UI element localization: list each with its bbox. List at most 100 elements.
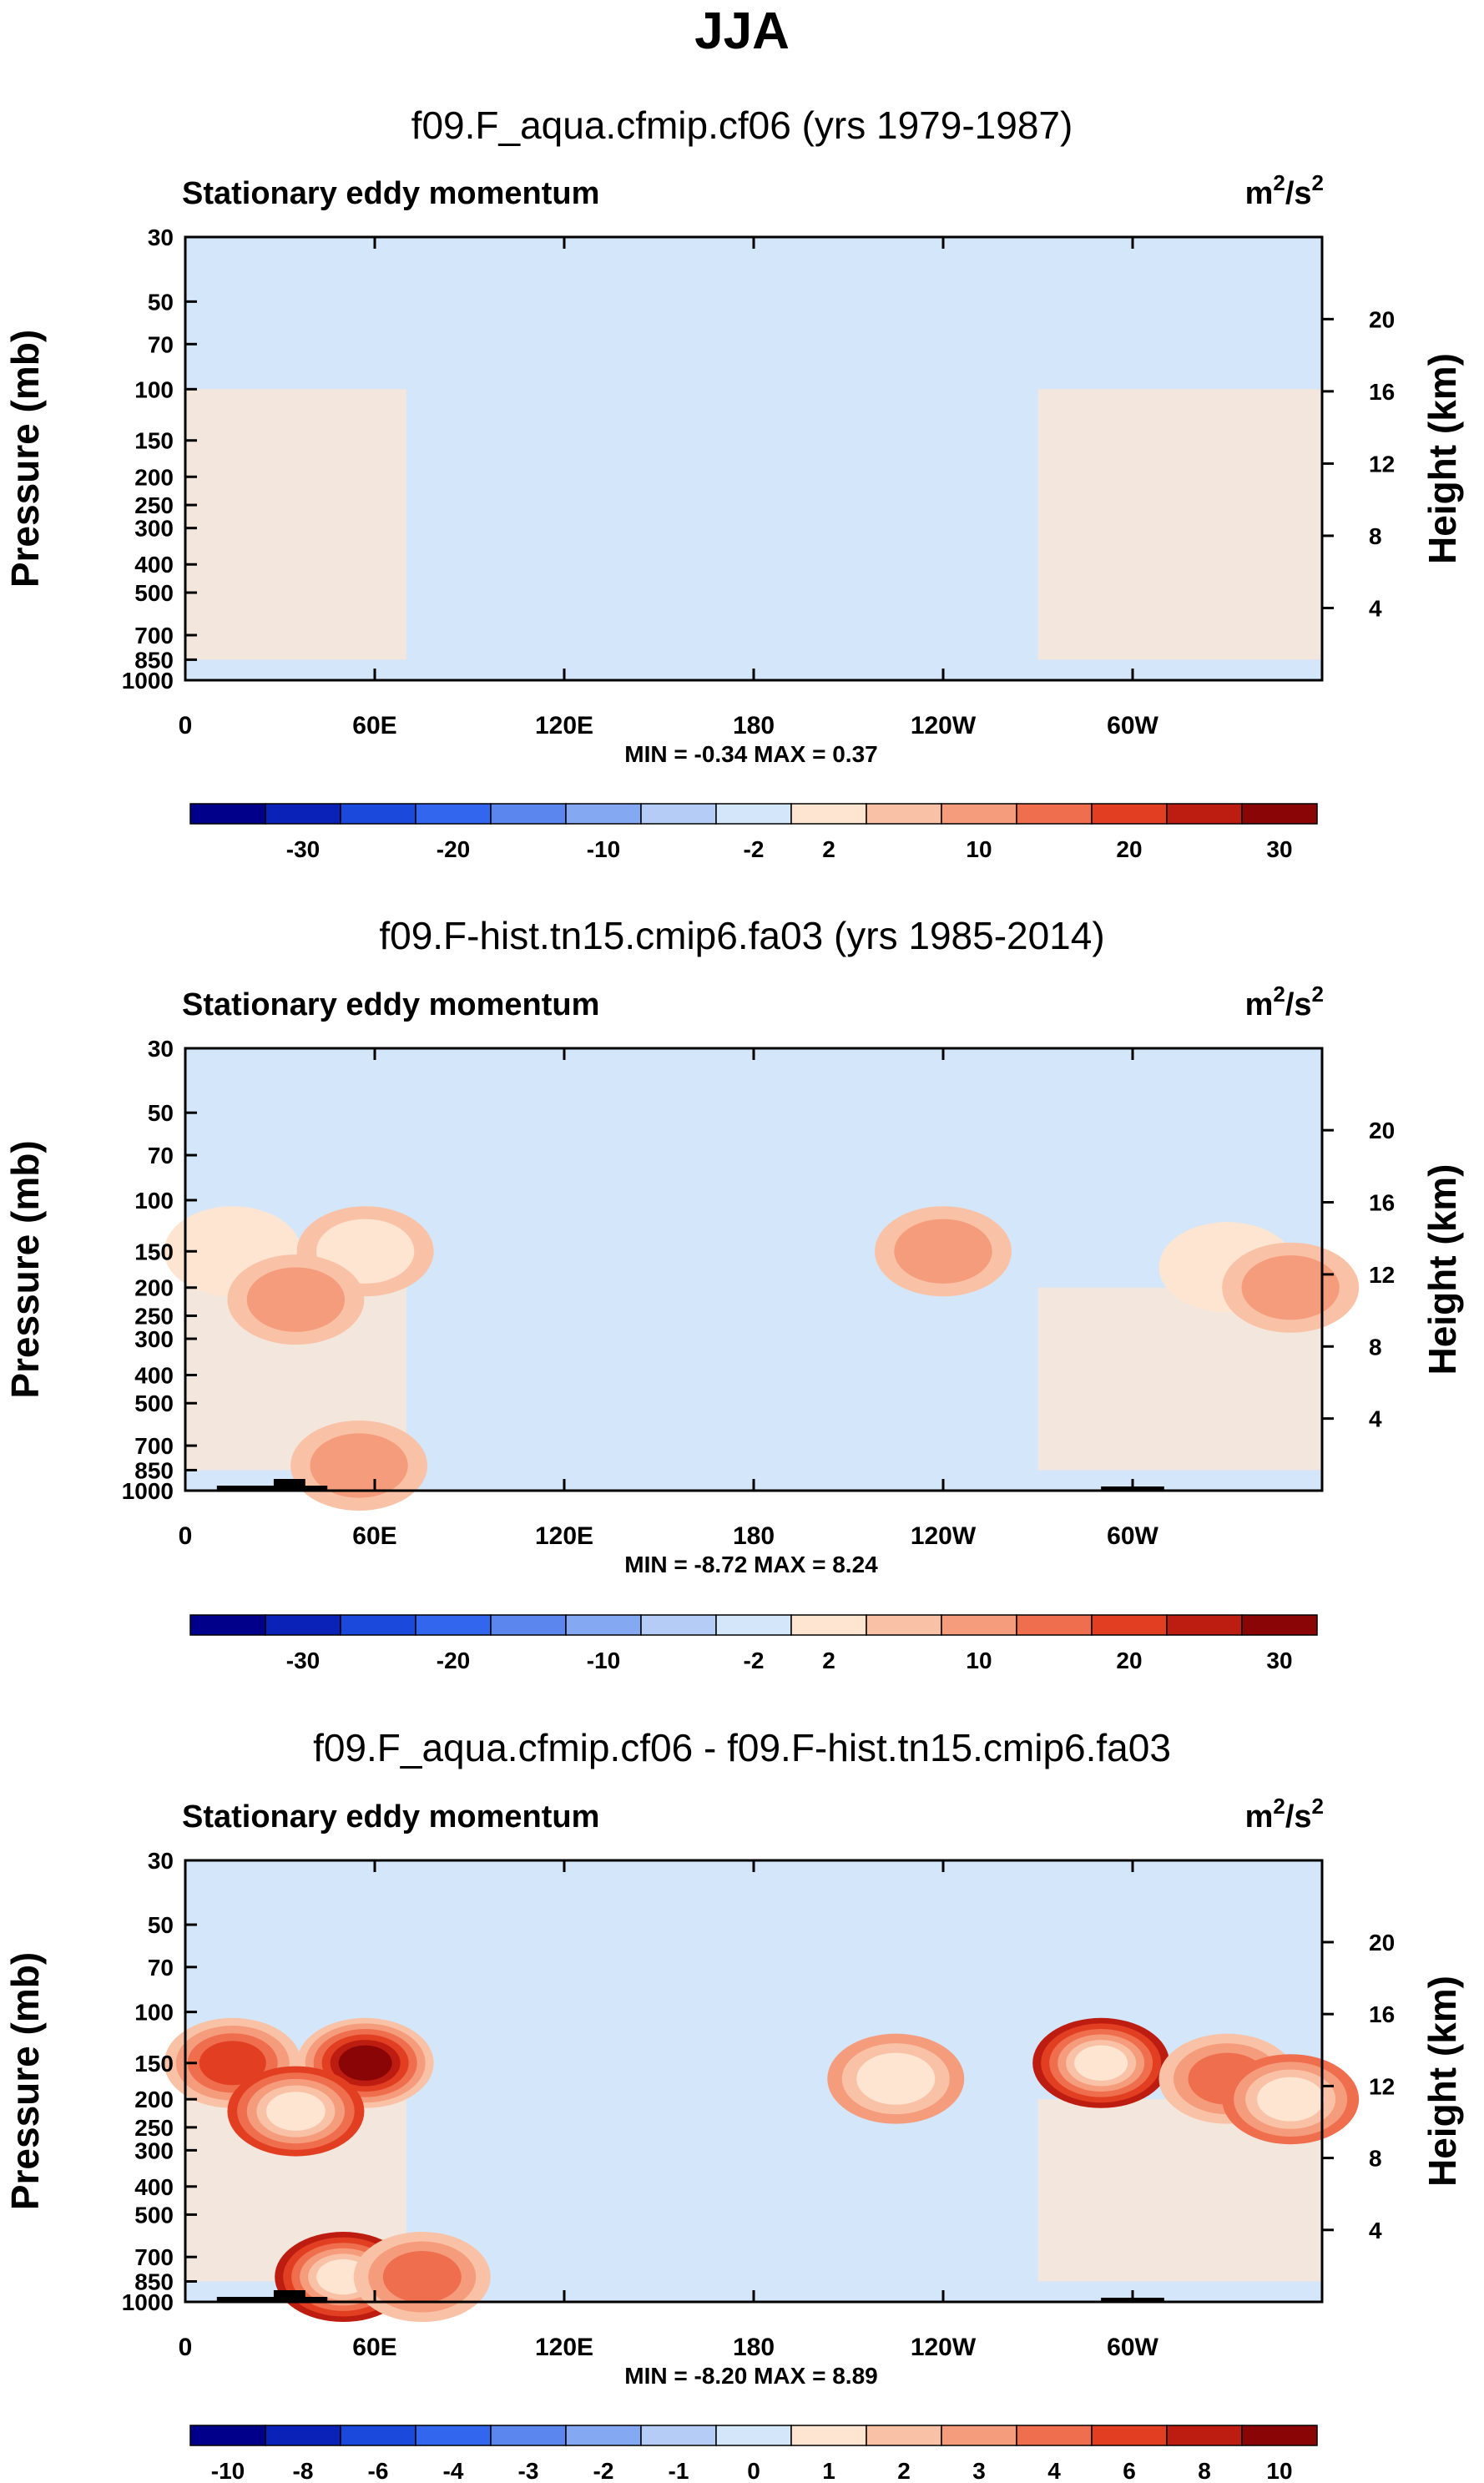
colorbar-label: 2 [897,2458,911,2483]
colorbar-box [340,2425,416,2446]
pressure-tick-label: 400 [134,552,174,578]
pressure-tick-label: 850 [134,2269,174,2294]
y2-axis-label: Height (km) [1421,1164,1464,1375]
colorbar-label: 10 [966,1648,992,1673]
colorbar-label: -10 [211,2458,245,2483]
figure-title: JJA [694,3,790,60]
colorbar-box [1241,803,1318,825]
pressure-tick-label: 50 [148,1912,174,1938]
colorbar-box [1091,2425,1168,2446]
colorbar-label: -6 [368,2458,389,2483]
y-axis-label: Pressure (mb) [3,330,47,588]
pressure-tick-label: 200 [134,2087,174,2112]
colorbar-label: 10 [966,836,992,862]
lon-tick-label: 120E [535,712,593,739]
colorbar-label: 30 [1266,836,1292,862]
colorbar-box [790,2425,867,2446]
colorbar-label: -20 [437,836,470,862]
colorbar-label: 2 [822,1648,835,1673]
panel-1: f09.F_aqua.cfmip.cf06 (yrs 1979-1987) Sta… [3,103,1464,862]
colorbar-box [565,1614,642,1636]
colorbar-box [1241,2425,1318,2446]
pressure-tick-label: 100 [134,376,174,402]
colorbar-label: -30 [286,836,320,862]
panel-subtitle: Stationary eddy momentum [182,176,599,211]
colorbar-label: -8 [293,2458,314,2483]
pressure-tick-label: 200 [134,464,174,490]
pressure-tick-label: 200 [134,1275,174,1301]
min-max-label: MIN = -8.20 MAX = 8.89 [624,2363,877,2389]
colorbar-label: -10 [587,836,620,862]
colorbar-box [1166,1614,1243,1636]
panel-title: f09.F_aqua.cfmip.cf06 - f09.F-hist.tn15.… [313,1726,1171,1769]
height-tick-label: 4 [1369,595,1382,621]
lon-tick-label: 60W [1107,712,1158,739]
colorbar-label: -3 [518,2458,539,2483]
field-contour [894,1219,992,1284]
pressure-tick-label: 70 [148,1143,174,1168]
colorbar-label: -1 [669,2458,689,2483]
lon-tick-label: 60E [352,2334,396,2361]
units-label: m2/s2 [1245,170,1324,211]
height-tick-label: 16 [1369,2001,1395,2027]
colorbar-box [1016,2425,1093,2446]
field-band [185,389,406,660]
field-contour [382,2251,462,2304]
colorbar-label: -4 [443,2458,464,2483]
colorbar-box [1091,1614,1168,1636]
pressure-tick-label: 1000 [122,668,174,694]
pressure-tick-label: 700 [134,2244,174,2270]
pressure-tick-label: 30 [148,1848,174,1874]
colorbar-label: 20 [1116,836,1142,862]
lon-tick-label: 60W [1107,2334,1158,2361]
colorbar-box [490,2425,567,2446]
height-tick-label: 8 [1369,2146,1382,2172]
height-tick-label: 12 [1369,451,1395,477]
lon-tick-label: 120W [911,712,977,739]
colorbar-box [790,1614,867,1636]
lon-tick-label: 60E [352,1522,396,1550]
colorbar-box [715,1614,792,1636]
colorbar-label: -20 [437,1648,470,1673]
field-band [754,2099,943,2282]
pressure-tick-label: 1000 [122,2289,174,2315]
field-contour [1241,1255,1340,1320]
colorbar-box [715,2425,792,2446]
pressure-tick-label: 400 [134,2174,174,2200]
pressure-tick-label: 70 [148,331,174,357]
lon-tick-label: 180 [733,2334,775,2361]
field-contour [310,1433,408,1498]
min-max-label: MIN = -0.34 MAX = 0.37 [624,741,877,767]
height-tick-label: 20 [1369,1930,1395,1956]
lon-tick-label: 180 [733,1522,775,1550]
colorbar-box [490,1614,567,1636]
colorbar-label: 30 [1266,1648,1292,1673]
panel-2: f09.F-hist.tn15.cmip6.fa03 (yrs 1985-201… [3,914,1464,1673]
pressure-tick-label: 250 [134,492,174,518]
panel-subtitle: Stationary eddy momentum [182,1799,599,1834]
topography [216,1486,328,1491]
colorbar-box [340,803,416,825]
colorbar-label: -2 [744,1648,765,1673]
y-axis-label: Pressure (mb) [3,1140,47,1398]
colorbar-box [640,2425,717,2446]
colorbar-box [640,1614,717,1636]
pressure-tick-label: 400 [134,1363,174,1389]
colorbar-label: -10 [587,1648,620,1673]
pressure-tick-label: 700 [134,1433,174,1459]
lon-tick-label: 120E [535,2334,593,2361]
lon-tick-label: 120E [535,1522,593,1550]
colorbar-box [866,2425,942,2446]
height-tick-label: 8 [1369,523,1382,549]
colorbar-box [1166,2425,1243,2446]
colorbar-box [1016,1614,1093,1636]
panel-title: f09.F-hist.tn15.cmip6.fa03 (yrs 1985-201… [379,914,1104,957]
colorbar-box [265,1614,341,1636]
panel-3: f09.F_aqua.cfmip.cf06 - f09.F-hist.tn15.… [3,1726,1464,2483]
y2-axis-label: Height (km) [1421,353,1464,564]
height-tick-label: 4 [1369,1406,1382,1432]
colorbar-label: -2 [593,2458,614,2483]
pressure-tick-label: 100 [134,2000,174,2026]
y2-axis-label: Height (km) [1421,1976,1464,2187]
